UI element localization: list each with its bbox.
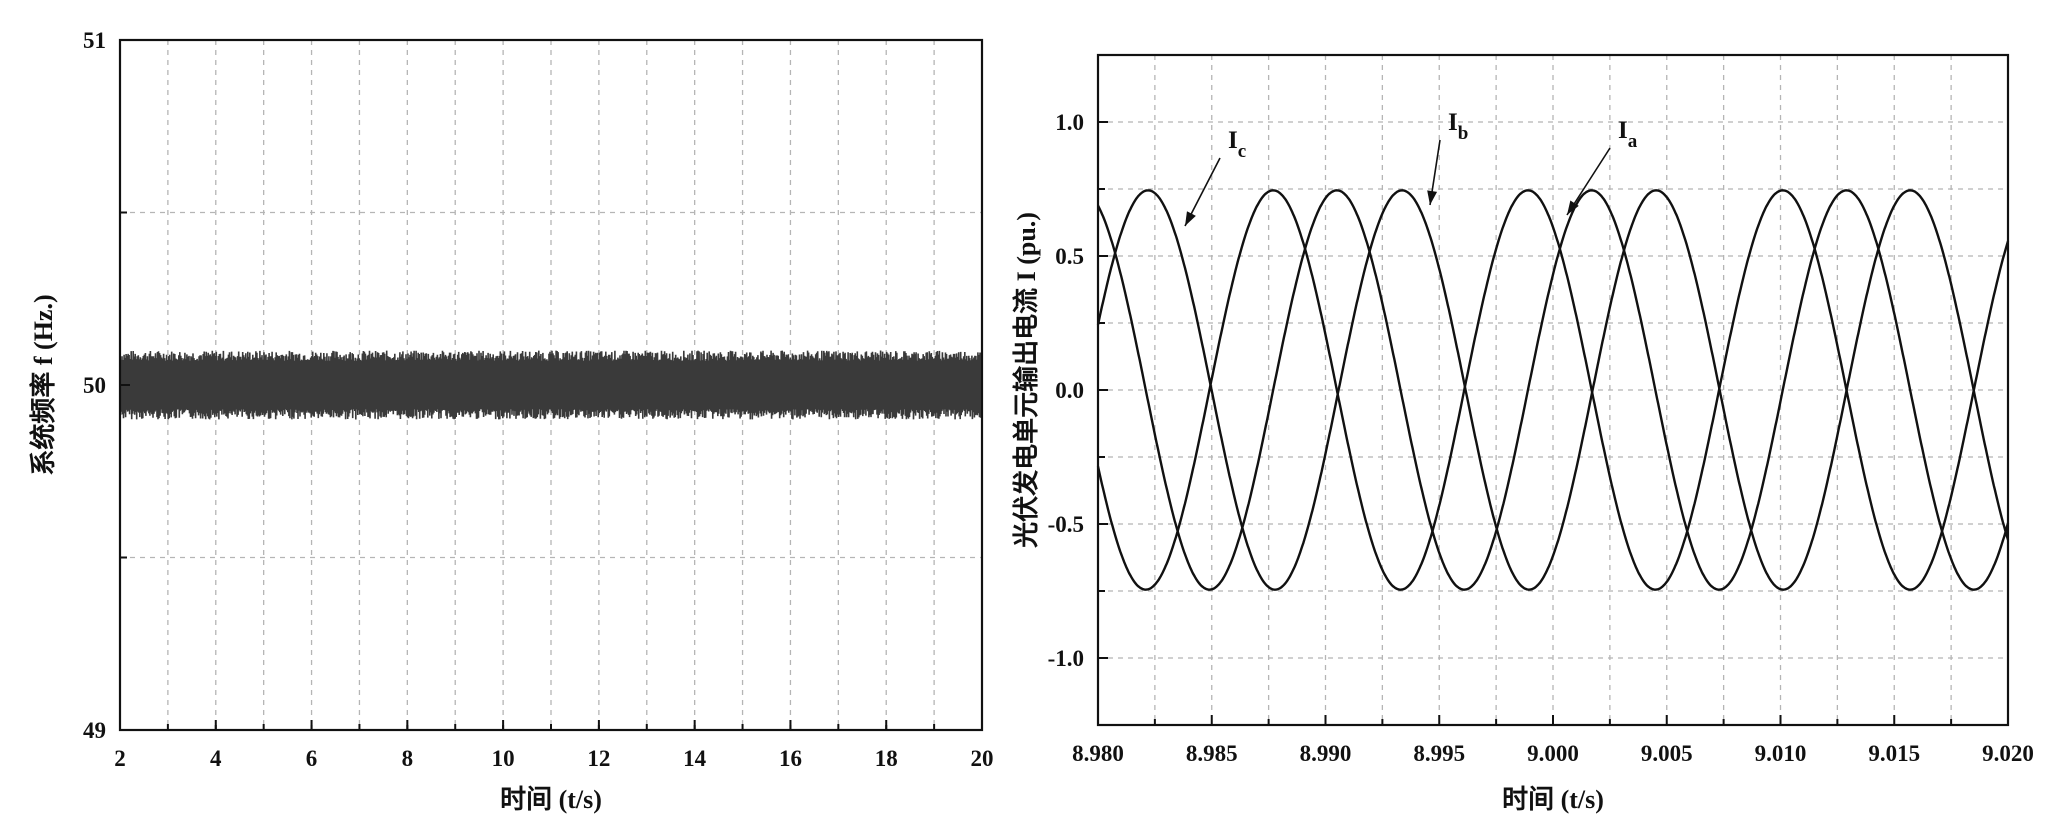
x-tick-label: 20 [971,746,994,771]
y-tick-label: 50 [83,373,106,398]
x-tick-label: 9.020 [1982,741,2034,766]
frequency-line [119,350,983,420]
x-tick-label: 2 [114,746,126,771]
current-series [1096,189,2010,591]
x-tick-label: 9.005 [1641,741,1693,766]
y-tick-label: 1.0 [1055,110,1084,135]
x-tick-label: 18 [875,746,898,771]
x-tick-label: 10 [492,746,515,771]
x-tick-label: 16 [779,746,802,771]
x-tick-label: 9.000 [1527,741,1579,766]
right-x-axis-label: 时间 (t/s) [1502,785,1604,814]
x-tick-label: 4 [210,746,222,771]
x-tick-label: 8.995 [1413,741,1465,766]
annotation-arrowhead [1567,200,1579,215]
current-chart: 8.980 8.985 8.990 8.995 9.000 9.005 9.010 9.015… [1011,53,2034,814]
y-tick-label: 51 [83,28,106,53]
x-tick-label: 8 [402,746,414,771]
x-tick-label: 8.980 [1072,741,1124,766]
x-tick-label: 6 [306,746,318,771]
x-tick-label: 12 [587,746,610,771]
left-x-axis-label: 时间 (t/s) [500,785,602,814]
annotation-label: Ic [1228,127,1246,162]
current-line-ia [1096,189,2010,591]
right-grid [1098,55,2008,725]
y-tick-label: 49 [83,718,106,743]
x-tick-label: 9.010 [1755,741,1807,766]
x-tick-label: 9.015 [1868,741,1920,766]
y-tick-label: -0.5 [1048,512,1084,537]
right-y-axis-label: 光伏发电单元输出电流 I (pu.) [1011,212,1041,549]
left-ticks: 2 4 6 8 10 12 14 16 18 20 49 50 51 [83,28,994,771]
frequency-chart: 2 4 6 8 10 12 14 16 18 20 49 50 51 时间 (t/s) 系统频率 f (… [28,28,994,814]
annotation-arrowhead [1185,211,1196,226]
annotation-label: Ia [1618,117,1638,152]
x-tick-label: 14 [683,746,707,771]
x-tick-label: 8.990 [1300,741,1352,766]
annotation-main: I [1448,109,1458,136]
left-y-axis-label: 系统频率 f (Hz.) [28,294,58,475]
current-line-ic [1096,189,2010,591]
annotation-main: I [1228,127,1238,154]
annotation-arrowhead [1427,190,1438,205]
annotation-label: Ib [1448,109,1468,144]
frequency-series [119,350,983,420]
annotation-subscript: b [1458,123,1469,144]
annotation-subscript: a [1628,131,1638,152]
y-tick-label: 0.5 [1055,244,1084,269]
y-tick-label: 0.0 [1055,378,1084,403]
right-ticks: 8.980 8.985 8.990 8.995 9.000 9.005 9.010 9.015… [1048,110,2034,766]
x-tick-label: 8.985 [1186,741,1238,766]
y-tick-label: -1.0 [1048,646,1084,671]
annotation-subscript: c [1238,141,1246,162]
annotation-main: I [1618,117,1628,144]
current-line-ib [1096,189,2010,591]
